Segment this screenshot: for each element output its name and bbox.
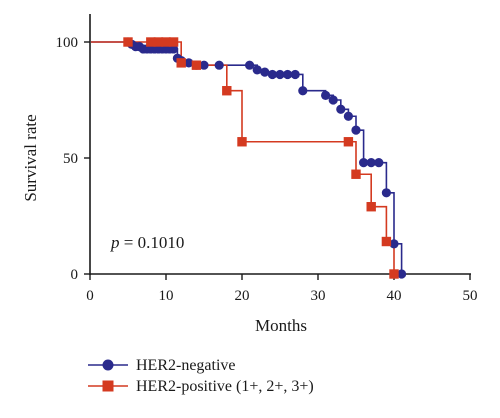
data-point-0 [245,60,255,70]
data-point-0 [214,60,224,70]
data-point-0 [298,86,308,96]
data-point-0 [343,111,353,121]
data-point-1 [351,169,361,179]
y-tick-label: 100 [56,35,79,51]
data-point-1 [153,37,164,47]
data-point-1 [146,37,156,47]
legend-label-her2-negative: HER2-negative [136,357,236,374]
data-point-0 [381,188,391,198]
data-point-1 [191,60,202,70]
data-point-1 [381,236,392,247]
y-tick-label: 0 [71,267,79,283]
x-tick-label: 10 [159,288,174,304]
data-point-0 [351,125,361,135]
data-point-1 [168,37,179,47]
x-tick-label: 0 [86,288,94,304]
data-point-0 [283,69,293,80]
legend-item-her2-negative: HER2-negative [88,357,236,374]
plot-area: 0 10 20 30 40 50 0 50 100 [56,14,478,304]
data-point-0 [184,58,194,68]
x-tick-label: 40 [387,288,402,304]
data-point-0 [336,104,346,114]
data-point-1 [389,269,399,279]
data-point-1 [123,37,133,47]
data-point-0 [374,158,384,168]
legend-marker-her2-positive [102,380,114,392]
data-point-0 [199,60,209,70]
data-point-0 [321,90,331,100]
y-tick-label: 50 [63,151,78,167]
data-point-0 [267,69,277,80]
data-point-1 [343,137,354,147]
data-point-1 [366,202,376,212]
data-point-1 [161,37,171,47]
p-value-annotation: p = 0.1010 [110,233,184,252]
data-point-0 [260,67,270,77]
data-point-0 [328,95,338,105]
x-tick-label: 20 [235,288,250,304]
legend-marker-her2-negative [102,359,114,371]
data-point-0 [275,69,285,80]
data-point-1 [237,137,247,147]
y-axis-title: Survival rate [21,114,40,201]
x-tick-label: 50 [463,288,478,304]
data-point-1 [176,58,186,68]
p-value-number: = 0.1010 [120,233,185,252]
data-point-0 [366,158,376,168]
data-point-0 [397,269,407,279]
data-point-0 [290,69,300,80]
legend: HER2-negative HER2-positive (1+, 2+, 3+) [88,357,314,395]
p-value-symbol: p [110,233,120,252]
data-point-0 [389,239,399,249]
x-tick-label: 30 [311,288,326,304]
data-point-0 [252,65,262,75]
x-axis-title: Months [255,316,307,335]
legend-item-her2-positive: HER2-positive (1+, 2+, 3+) [88,378,314,395]
data-point-1 [222,86,232,96]
legend-label-her2-positive: HER2-positive (1+, 2+, 3+) [136,378,314,395]
data-point-0 [359,158,369,168]
